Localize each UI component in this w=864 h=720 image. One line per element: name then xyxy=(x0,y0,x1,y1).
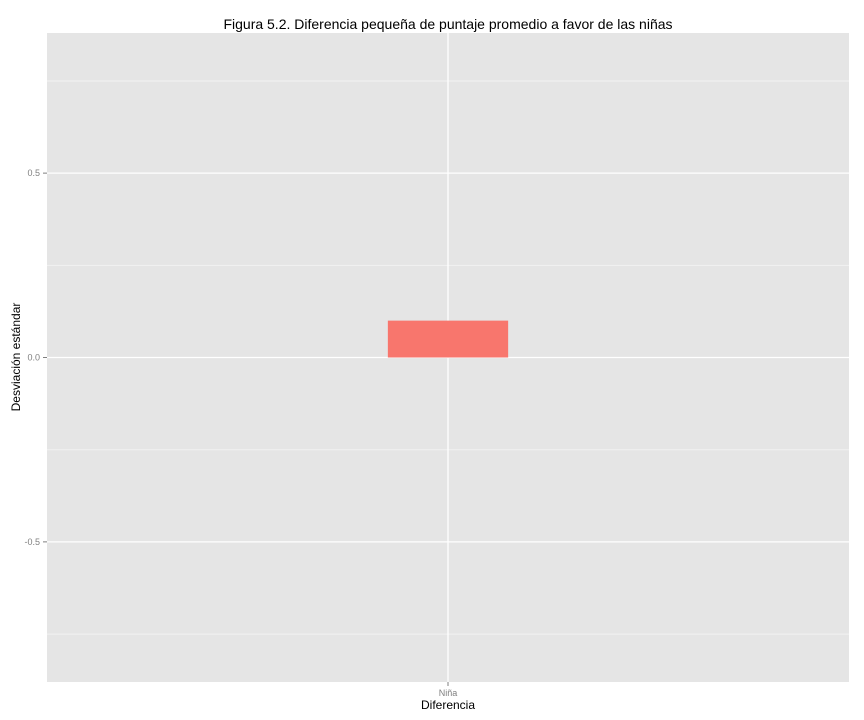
y-tick-label: 0.5 xyxy=(27,168,40,178)
y-tick-label: 0.0 xyxy=(27,353,40,363)
x-tick-label: Niña xyxy=(439,688,458,698)
bars xyxy=(387,320,509,358)
bar xyxy=(387,320,509,358)
x-axis-title: Diferencia xyxy=(421,698,475,712)
y-axis: -0.5 0.0 0.5 xyxy=(24,168,47,547)
chart-title: Figura 5.2. Diferencia pequeña de puntaj… xyxy=(223,16,672,32)
y-axis-title: Desviación estándar xyxy=(9,303,23,412)
x-axis: Niña xyxy=(439,682,458,698)
y-tick-label: -0.5 xyxy=(24,537,40,547)
